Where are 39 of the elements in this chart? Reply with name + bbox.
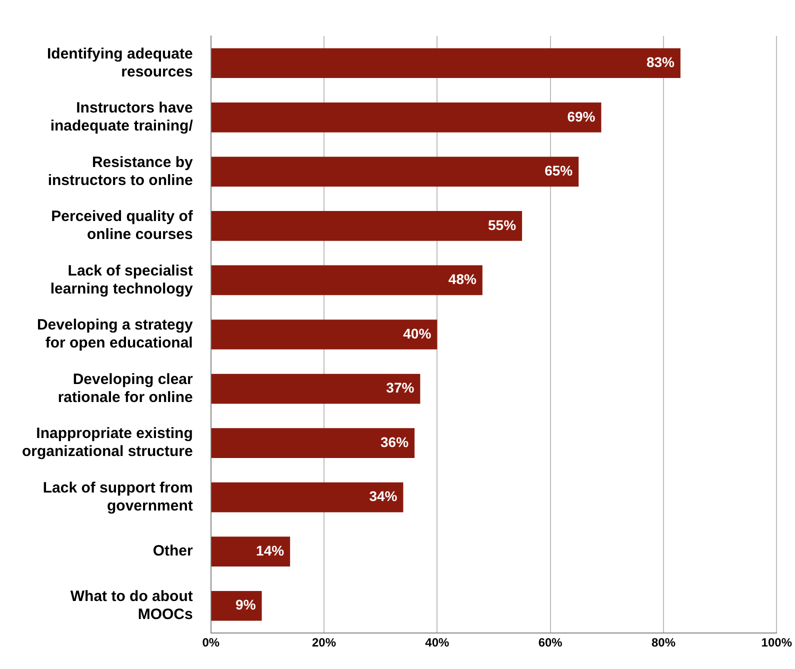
bar — [211, 536, 290, 567]
data-label: 34% — [369, 488, 398, 504]
data-label: 65% — [544, 162, 574, 179]
bar — [211, 374, 420, 404]
bar — [211, 590, 262, 621]
x-tick-label: 60% — [538, 636, 563, 650]
y-tick-label: Identifying adequate resources — [47, 45, 193, 80]
x-tick-label: 20% — [312, 636, 336, 650]
y-tick-label: Instructors have inadequate training/ — [50, 100, 194, 135]
y-tick-label: What to do about MOOCs — [70, 588, 193, 624]
data-label: 40% — [403, 325, 432, 342]
y-tick-label: Developing clear rationale for online — [58, 370, 194, 406]
data-label: 9% — [236, 596, 256, 613]
x-tick-label: 40% — [425, 636, 450, 650]
bar — [211, 48, 680, 78]
bar — [211, 482, 404, 512]
y-tick-label: Developing a strategy for open educational — [36, 316, 194, 352]
bar — [211, 428, 415, 458]
data-label: 55% — [488, 216, 517, 233]
y-tick-label: Resistance by instructors to online — [48, 154, 194, 189]
x-tick-label: 80% — [651, 636, 676, 650]
data-label: 36% — [380, 434, 410, 450]
x-tick-label: 100% — [761, 636, 792, 650]
data-label: 69% — [567, 108, 596, 124]
data-label: 83% — [646, 54, 676, 70]
x-tick-label: 0% — [202, 636, 220, 650]
data-label: 37% — [386, 380, 415, 396]
y-tick-label: Other — [152, 542, 194, 560]
data-label: 14% — [256, 542, 285, 558]
bar — [211, 320, 438, 350]
bar — [211, 156, 579, 187]
bar — [211, 211, 522, 241]
y-tick-label: Inappropriate existing organizational structure — [22, 425, 193, 460]
y-tick-label: Lack of support from government — [42, 479, 193, 514]
bar — [211, 265, 482, 296]
data-label: 48% — [448, 271, 477, 288]
y-tick-label: Perceived quality of online courses — [51, 208, 194, 244]
bar — [211, 102, 602, 132]
y-tick-label: Lack of specialist learning technology — [50, 262, 194, 298]
